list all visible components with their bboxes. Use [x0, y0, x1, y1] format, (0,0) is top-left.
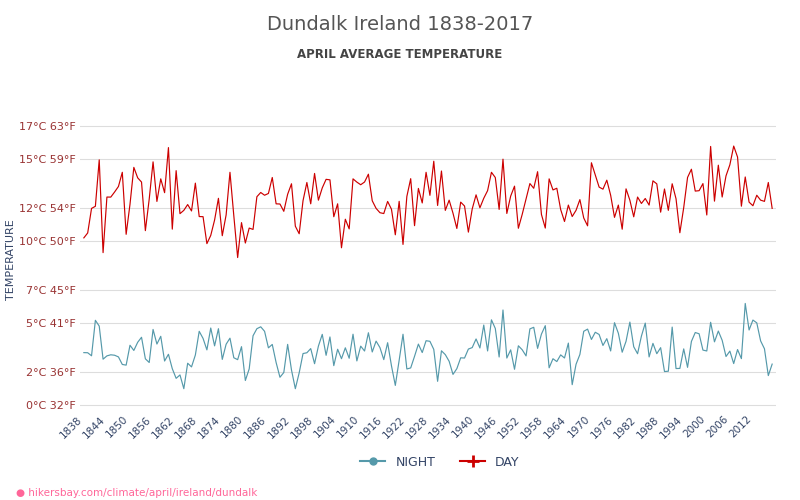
Legend: NIGHT, DAY: NIGHT, DAY	[355, 451, 525, 474]
Text: APRIL AVERAGE TEMPERATURE: APRIL AVERAGE TEMPERATURE	[298, 48, 502, 60]
Y-axis label: TEMPERATURE: TEMPERATURE	[6, 220, 16, 300]
Text: Dundalk Ireland 1838-2017: Dundalk Ireland 1838-2017	[267, 15, 533, 34]
Text: ● hikersbay.com/climate/april/ireland/dundalk: ● hikersbay.com/climate/april/ireland/du…	[16, 488, 258, 498]
